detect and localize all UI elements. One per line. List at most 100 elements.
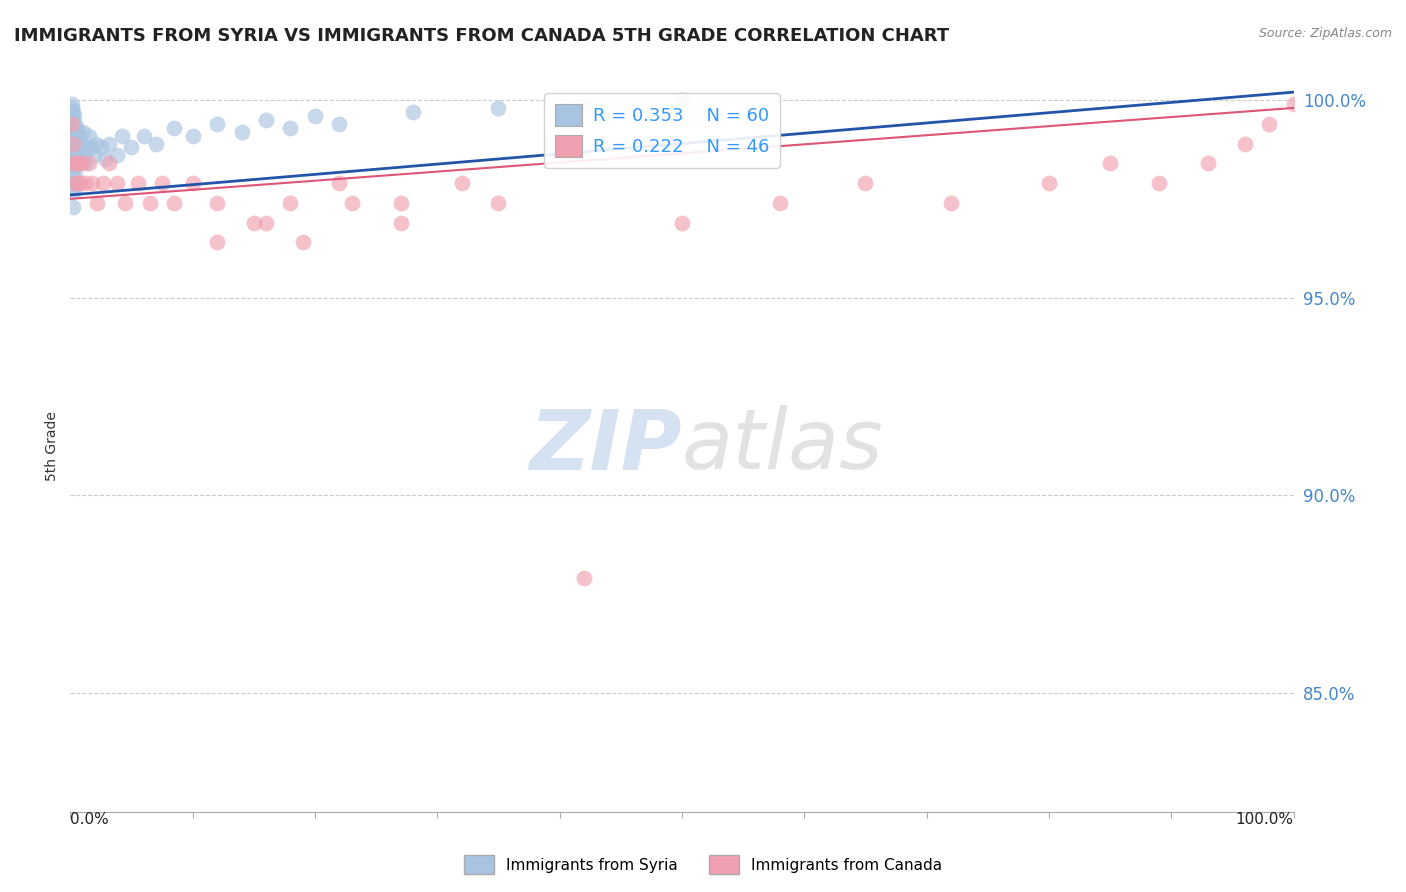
Point	[67, 128, 90, 143]
Point	[132, 128, 155, 143]
Point	[93, 153, 115, 167]
Point	[84, 136, 107, 151]
Point	[63, 168, 86, 182]
Point	[181, 128, 204, 143]
Point	[82, 176, 104, 190]
Point	[73, 140, 96, 154]
Point	[1258, 117, 1281, 131]
Point	[62, 153, 84, 167]
Point	[939, 195, 962, 210]
Point	[66, 176, 89, 190]
Point	[66, 125, 89, 139]
Text: atlas: atlas	[682, 406, 883, 486]
Point	[855, 176, 877, 190]
Point	[254, 112, 277, 127]
Point	[163, 195, 186, 210]
Point	[60, 132, 83, 146]
Point	[389, 216, 412, 230]
Point	[86, 195, 108, 210]
Point	[60, 101, 83, 115]
Point	[91, 176, 114, 190]
Point	[114, 195, 136, 210]
Point	[450, 176, 472, 190]
Y-axis label: 5th Grade: 5th Grade	[45, 411, 59, 481]
Point	[328, 117, 350, 131]
Point	[105, 176, 128, 190]
Point	[73, 176, 96, 190]
Point	[150, 176, 173, 190]
Text: IMMIGRANTS FROM SYRIA VS IMMIGRANTS FROM CANADA 5TH GRADE CORRELATION CHART: IMMIGRANTS FROM SYRIA VS IMMIGRANTS FROM…	[14, 27, 949, 45]
Point	[280, 195, 302, 210]
Point	[98, 156, 121, 170]
Point	[1233, 136, 1256, 151]
Point	[60, 117, 83, 131]
Point	[60, 145, 83, 159]
Point	[280, 120, 302, 135]
Point	[1197, 156, 1219, 170]
Point	[145, 136, 167, 151]
Point	[75, 145, 97, 159]
Point	[1147, 176, 1170, 190]
Point	[671, 216, 693, 230]
Point	[80, 140, 103, 154]
Point	[60, 180, 83, 194]
Text: 0.0%: 0.0%	[70, 812, 110, 827]
Point	[572, 571, 595, 585]
Point	[243, 216, 266, 230]
Point	[127, 176, 149, 190]
Point	[769, 195, 792, 210]
Point	[59, 117, 82, 131]
Point	[62, 200, 84, 214]
Point	[90, 140, 112, 154]
Point	[66, 153, 89, 167]
Point	[111, 128, 134, 143]
Point	[254, 216, 277, 230]
Point	[65, 148, 87, 162]
Point	[63, 145, 86, 159]
Point	[77, 156, 100, 170]
Point	[105, 148, 128, 162]
Point	[1099, 156, 1122, 170]
Point	[1038, 176, 1060, 190]
Point	[63, 156, 86, 170]
Point	[63, 136, 86, 151]
Text: 100.0%: 100.0%	[1236, 812, 1294, 827]
Point	[139, 195, 162, 210]
Point	[488, 101, 510, 115]
Point	[60, 109, 83, 123]
Point	[70, 156, 93, 170]
Point	[1282, 97, 1305, 112]
Text: Source: ZipAtlas.com: Source: ZipAtlas.com	[1258, 27, 1392, 40]
Point	[340, 195, 363, 210]
Point	[59, 104, 82, 119]
Point	[63, 117, 86, 131]
Point	[488, 195, 510, 210]
Point	[72, 125, 94, 139]
Point	[60, 148, 83, 162]
Point	[67, 156, 90, 170]
Point	[60, 125, 83, 139]
Point	[73, 156, 96, 170]
Point	[205, 235, 228, 250]
Point	[163, 120, 186, 135]
Point	[60, 156, 83, 170]
Point	[60, 97, 83, 112]
Point	[181, 176, 204, 190]
Point	[69, 140, 91, 154]
Point	[291, 235, 314, 250]
Point	[65, 156, 87, 170]
Point	[83, 148, 105, 162]
Text: ZIP: ZIP	[529, 406, 682, 486]
Point	[671, 93, 693, 107]
Point	[69, 176, 91, 190]
Point	[328, 176, 350, 190]
Point	[65, 120, 87, 135]
Point	[77, 128, 100, 143]
Point	[205, 117, 228, 131]
Point	[205, 195, 228, 210]
Point	[304, 109, 326, 123]
Point	[62, 104, 84, 119]
Point	[62, 136, 84, 151]
Legend: R = 0.353    N = 60, R = 0.222    N = 46: R = 0.353 N = 60, R = 0.222 N = 46	[544, 93, 780, 168]
Point	[60, 168, 83, 182]
